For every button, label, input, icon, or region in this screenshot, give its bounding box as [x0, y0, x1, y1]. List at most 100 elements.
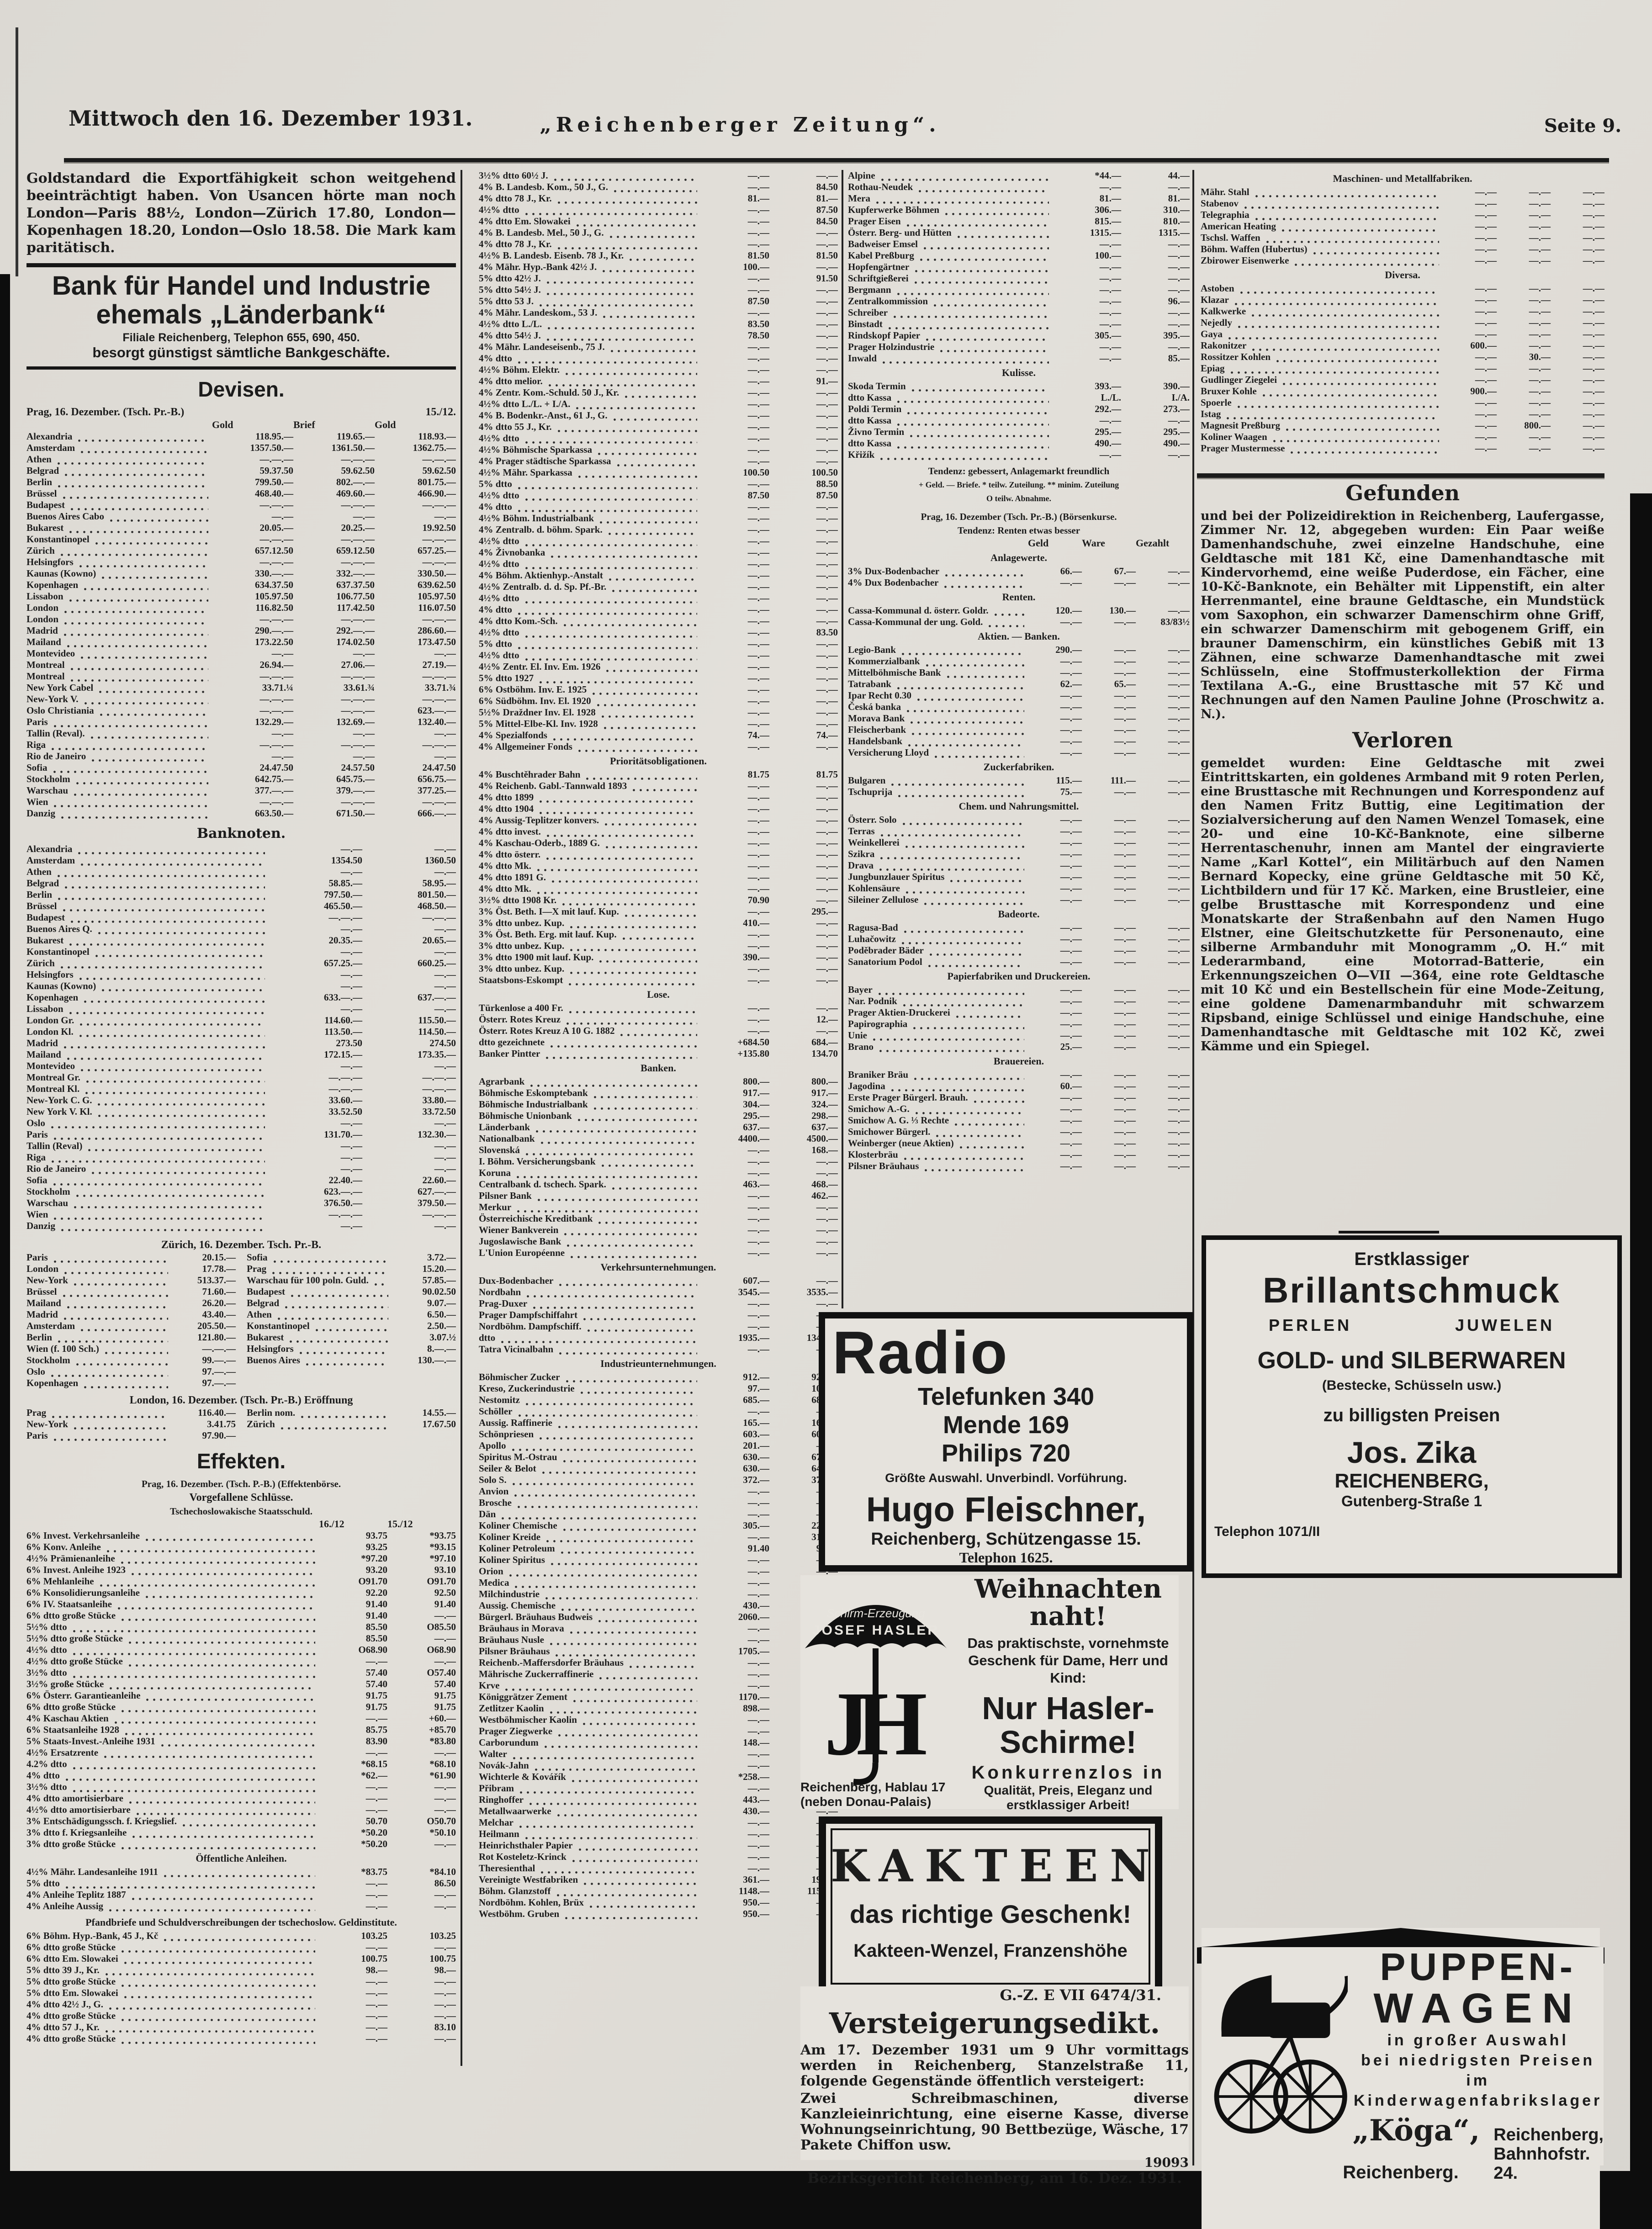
quote-row: 3% dtto unbez. Kup. 410.— —.—	[479, 917, 838, 929]
quote-row: Paris 97.90.—	[26, 1430, 236, 1441]
quote-row: Danzig 663.50.— 671.50.— 666.—.—	[26, 808, 456, 819]
quote-row: 4½% dtto L./L. + I./A. —.— —.—	[479, 398, 838, 410]
quote-row: American Heating —.— —.— —.—	[1201, 221, 1604, 232]
header-rule	[64, 158, 1609, 162]
effekten-sub2: Tschechoslowakische Staatsschuld.	[170, 1506, 312, 1517]
quote-row: Madrid 43.40.—	[26, 1309, 236, 1320]
quote-row: Poldi Termin 292.— 273.—	[848, 403, 1190, 415]
tendenz-line1: Tendenz: gebessert, Anlagemarkt freundli…	[928, 466, 1110, 477]
section-subhead: Lose.	[647, 989, 670, 1000]
devisen-dateline: Prag, 16. Dezember. (Tsch. Pr.-B.)	[26, 406, 185, 418]
quote-row: New-York V. —.—.— —.—.— —.—.—	[26, 694, 456, 705]
quote-row: 4½% Böhm. Elektr. —.— —.—	[479, 364, 838, 376]
quote-row: Tschsl. Waffen —.— —.— —.—	[1201, 232, 1604, 244]
quote-row: Belgrad 58.85.— 58.95.—	[26, 878, 456, 889]
edikt-paragraph-2: Zwei Schreibmaschinen, diverse Kanzleiei…	[800, 2091, 1189, 2153]
quote-row: 3½% dtto 60½ J. —.— —.—	[479, 170, 838, 181]
svg-text:JOSEF HASLER: JOSEF HASLER	[812, 1623, 939, 1638]
quote-row: 4½% dtto große Stücke —.— —.—	[26, 1656, 456, 1667]
quote-row: Přibram—.——.—	[479, 1783, 838, 1794]
tendenz-line3: O teilw. Abnahme.	[986, 494, 1051, 503]
quote-row: Sofia 3.72.—	[247, 1252, 456, 1263]
section-subhead: Anlagewerte.	[990, 552, 1047, 563]
quote-row: Brüssel 468.40.— 469.60.— 466.90.—	[26, 488, 456, 499]
quote-row: 4% dtto —.— —.—	[479, 501, 838, 513]
section-subhead: Maschinen- und Metallfabriken.	[1333, 173, 1472, 184]
quote-row: Merkur —.— —.—	[479, 1202, 838, 1213]
quote-row: 4% dtto *62.— *61.90	[26, 1770, 456, 1781]
quote-row: Kabel Preßburg 100.— —.—	[848, 250, 1190, 261]
quote-row: dtto Kassa —.— —.—	[848, 415, 1190, 426]
quote-row: 4½% dtto —.— —.—	[479, 535, 838, 547]
puppen-address: Reichenberg, Bahnhofstr. 24.	[1493, 2125, 1604, 2183]
quote-row: Unie —.— —.— —.—	[848, 1030, 1190, 1041]
quote-row: Orion—.——.—	[479, 1566, 838, 1577]
umbrella-logo-icon: Schirm-Erzeugung JOSEF HASLER JH	[805, 1605, 947, 1785]
quote-row: Montreal Kl. —.—.— —.—.—	[26, 1083, 456, 1095]
quote-row: 4½% dtto L./L. 83.50 —.—	[479, 318, 838, 330]
quote-row: Paris 20.15.—	[26, 1252, 236, 1263]
quote-row: Legio-Bank 290.— —.— —.—	[848, 644, 1190, 656]
effekten-table: 6% Invest. Verkehrsanleihe 93.75 *93.75 6% …	[26, 1530, 456, 1912]
radio-ad-dealer: Hugo Fleischner,	[866, 1490, 1146, 1529]
quote-row: Montreal —.—.— —.—.— —.—.—	[26, 671, 456, 682]
devisen-colheads: Gold Brief Gold	[212, 419, 396, 430]
quote-row: 4% dtto große Stücke —.— —.—	[26, 2010, 456, 2022]
devisen-table: Alexandria 118.95.— 119.65.— 118.93.— Amster…	[26, 431, 456, 819]
left-edge-bar	[0, 274, 10, 2229]
quote-row: Erste Prager Bürgerl. Brauh. —.— —.— —.—	[848, 1092, 1190, 1103]
quote-row: 4½% dtto —.— —.—	[479, 650, 838, 661]
effekten-title: Effekten.	[196, 1449, 286, 1473]
quote-row: Rio de Janeiro —.— —.— —.—	[26, 751, 456, 762]
quote-row: dtto Kassa 490.— 490.—	[848, 438, 1190, 449]
quote-row: Novák-Jahn—.——.—	[479, 1760, 838, 1771]
devisen-prevdate: 15./12.	[425, 406, 456, 418]
devisen-section: Devisen. Prag, 16. Dezember. (Tsch. Pr.-…	[26, 377, 456, 819]
zika-street: Gutenberg-Straße 1	[1341, 1493, 1483, 1509]
effekten-section: Effekten. Prag, 16. Dezember. (Tsch. P.-…	[26, 1449, 456, 2044]
quote-row: Brüssel 71.60.—	[26, 1286, 236, 1297]
section-subhead: Brauereien.	[993, 1055, 1044, 1067]
quote-row: 4% dtto —.— —.—	[479, 353, 838, 364]
quote-row: 3% dtto 1900 mit lauf. Kup. 390.— —.—	[479, 952, 838, 963]
quote-row: 4% dtto melior. —.— 91.—	[479, 376, 838, 387]
quote-row: 6% Staatsanleihe 1928 85.75 +85.70	[26, 1724, 456, 1736]
quote-row: Jugoslawische Bank —.— —.—	[479, 1236, 838, 1247]
puppen-text-block: PUPPEN- WAGEN in großer Auswahl bei nied…	[1352, 1947, 1604, 2183]
effekten-dateline: Prag, 16. Dezember. (Tsch. P.-B.) (Effek…	[141, 1478, 341, 1489]
market-intro-paragraph: Goldstandard die Exportfähigkeit schon w…	[26, 170, 456, 256]
quote-row: Ragusa-Bad —.— —.— —.—	[848, 922, 1190, 933]
quote-row: Agrarbank 800.— 800.—	[479, 1076, 838, 1087]
quote-row: 4% Buschtěhrader Bahn 81.75 81.75	[479, 769, 838, 780]
quote-row: 3½% dtto 57.40 O57.40	[26, 1667, 456, 1678]
radio-fleischner-ad: Radio Telefunken 340 Mende 169 Philips 7…	[819, 1312, 1193, 1572]
radio-ad-line: Größte Auswahl. Unverbindl. Vorführung.	[885, 1471, 1127, 1485]
quote-row: Gudlinger Ziegelei —.— —.— —.—	[1201, 374, 1604, 386]
quote-row: New-York 3.41.75	[26, 1419, 236, 1430]
quote-row: Athen —.—.— —.—.— —.—.—	[26, 454, 456, 465]
quote-row: 4% dtto —.— —.—	[479, 604, 838, 615]
quote-row: Hopfengärtner —.— —.—	[848, 261, 1190, 273]
quote-row: 3½% dtto 1908 Kr. 70.90 —.—	[479, 895, 838, 906]
quote-row: 4½% Mähr. Sparkassa 100.50 100.50	[479, 467, 838, 478]
zika-gold-line: GOLD- und SILBERWAREN	[1257, 1347, 1566, 1374]
kakteen-title: KAKTEEN	[831, 1840, 1162, 1892]
quote-row: 4% Prager städtische Sparkassa —.— —.—	[479, 455, 838, 467]
quote-row: 6% dtto große Stücke 91.40 —.—	[26, 1610, 456, 1621]
quote-row: Böhmische Industrialbank 304.— 324.—	[479, 1099, 838, 1110]
quote-row: dtto gezeichnete +684.50 684.—	[479, 1037, 838, 1048]
quote-row: 4% dtto Em. Slowakei —.— 84.50	[479, 216, 838, 227]
hasler-slogan: Nur Hasler- Schirme!	[982, 1690, 1154, 1760]
prag-tendenz: Tendenz: Renten etwas besser	[957, 525, 1080, 536]
quote-row: London —.—.— —.—.— —.—.—	[26, 614, 456, 625]
quote-row: Amsterdam 1354.50 1360.50	[26, 855, 456, 866]
quote-row: 5% dtto 53 J. 87.50 —.—	[479, 296, 838, 307]
quote-row: Sileiner Zellulose —.— —.— —.—	[848, 894, 1190, 905]
quote-row: Wichterle & Kovářík*258.—255.—	[479, 1771, 838, 1783]
